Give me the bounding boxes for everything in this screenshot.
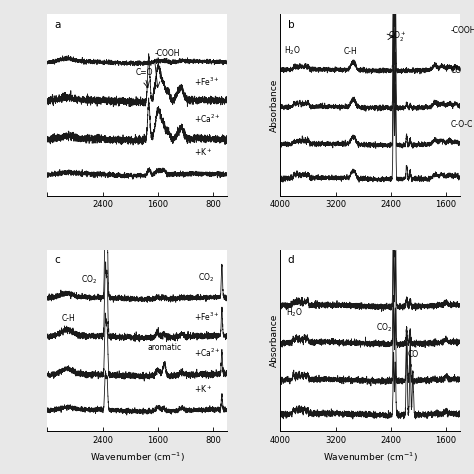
Text: aromatic: aromatic <box>147 343 182 352</box>
Text: c: c <box>55 255 60 265</box>
Text: H$_2$O: H$_2$O <box>286 306 303 319</box>
Text: +Ca$^{2+}$: +Ca$^{2+}$ <box>193 346 220 359</box>
Text: +Ca$^{2+}$: +Ca$^{2+}$ <box>193 112 220 125</box>
Text: C=O: C=O <box>136 68 154 77</box>
Text: +K$^+$: +K$^+$ <box>193 383 212 395</box>
Text: -COOH&: -COOH& <box>451 26 474 35</box>
Text: CO: CO <box>451 66 462 75</box>
Text: +K$^+$: +K$^+$ <box>193 146 212 158</box>
Text: b: b <box>288 19 294 30</box>
Text: CO$_2^+$: CO$_2^+$ <box>388 29 407 44</box>
Text: C-H: C-H <box>61 314 75 323</box>
Y-axis label: Absorbance: Absorbance <box>270 314 279 367</box>
Text: +Fe$^{3+}$: +Fe$^{3+}$ <box>193 310 219 323</box>
Text: +Fe$^{3+}$: +Fe$^{3+}$ <box>193 75 219 88</box>
X-axis label: Wavenumber (cm$^{-1}$): Wavenumber (cm$^{-1}$) <box>90 451 184 464</box>
Text: d: d <box>288 255 294 265</box>
Text: C-H: C-H <box>344 47 358 56</box>
Text: CO$_2$: CO$_2$ <box>81 273 97 285</box>
X-axis label: Wavenumber (cm$^{-1}$): Wavenumber (cm$^{-1}$) <box>323 451 418 464</box>
Text: CO$_2$: CO$_2$ <box>376 321 392 334</box>
Y-axis label: Absorbance: Absorbance <box>270 78 279 132</box>
Text: H$_2$O: H$_2$O <box>284 45 301 57</box>
Text: -COOH: -COOH <box>155 49 181 58</box>
Text: a: a <box>55 19 61 30</box>
Text: C-O-C: C-O-C <box>451 120 473 129</box>
Text: CO$_2$: CO$_2$ <box>198 272 214 284</box>
Text: CO: CO <box>407 350 419 359</box>
